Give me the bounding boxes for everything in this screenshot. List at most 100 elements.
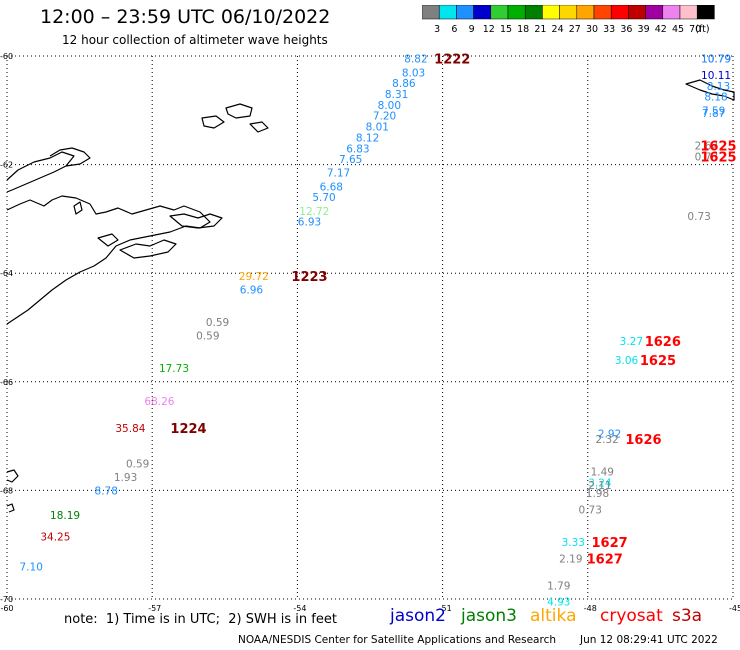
lat-tick-label: -66	[0, 378, 13, 387]
wave-height-label: 0.59	[206, 317, 229, 329]
legend-jason3: jason3	[461, 606, 517, 626]
coastline	[249, 121, 269, 133]
wave-height-label: 10.11	[701, 70, 731, 82]
wave-height-label: 34.25	[40, 532, 70, 544]
lon-tick-label: -45	[729, 604, 740, 613]
legend-tick-label: 39	[638, 24, 650, 35]
map-subtitle: 12 hour collection of altimeter wave hei…	[62, 33, 328, 47]
lon-tick-label: -57	[148, 604, 161, 613]
wave-height-label: 6.93	[298, 217, 321, 229]
lat-tick-label: -68	[0, 486, 13, 495]
wave-height-label: 8.01	[366, 122, 389, 134]
coastline	[6, 469, 19, 483]
pass-time-label: 1224	[170, 422, 206, 437]
legend-tick-label: 9	[469, 24, 475, 35]
wave-height-label: 0.73	[579, 504, 602, 516]
wave-height-label: 10.79	[701, 54, 731, 66]
legend-tick-label: 36	[620, 24, 632, 35]
wave-height-label: 5.70	[312, 192, 335, 204]
legend-tick-label: 18	[517, 24, 529, 35]
legend-cryosat: cryosat	[600, 606, 663, 626]
lat-tick-label: -70	[0, 595, 13, 604]
coastline	[119, 239, 177, 259]
wave-height-label: 1.93	[114, 472, 137, 484]
pass-time-label: 1625	[700, 140, 736, 155]
legend-tick-label: 6	[451, 24, 457, 35]
wave-height-label: 10.79	[701, 54, 731, 66]
legend-tick-label: 27	[569, 24, 581, 35]
lat-tick-label: -62	[0, 161, 13, 170]
wave-height-label: 2.32	[595, 434, 618, 446]
legend-swatch	[696, 5, 715, 20]
wave-height-label: 3.27	[620, 336, 643, 348]
wave-height-label: 7.87	[702, 108, 725, 120]
lat-tick-label: -60	[0, 52, 13, 61]
wave-height-label: 6.96	[240, 284, 264, 296]
credit-text: NOAA/NESDIS Center for Satellite Applica…	[238, 634, 556, 646]
wave-height-label: 12.72	[299, 206, 329, 218]
lon-tick-label: -60	[0, 604, 13, 613]
wave-height-label: 3.24	[588, 477, 612, 489]
wave-height-label: 1.79	[547, 580, 570, 592]
lat-tick-label: -64	[0, 269, 13, 278]
wave-height-label: 35.84	[115, 423, 145, 435]
wave-height-label: 8.13	[707, 81, 730, 93]
legend-unit: (ft)	[695, 24, 709, 35]
footer-note: note: 1) Time is in UTC; 2) SWH is in fe…	[64, 612, 337, 627]
wave-height-label: 1.49	[591, 466, 614, 478]
pass-time-label: 1625	[700, 150, 736, 165]
generation-timestamp: Jun 12 08:29:41 UTC 2022	[580, 634, 718, 646]
coastline	[6, 503, 15, 513]
wave-height-label: 2.11	[588, 480, 611, 492]
legend-tick-label: 30	[586, 24, 598, 35]
wave-height-label: 8.78	[95, 485, 118, 497]
legend-tick-label: 15	[500, 24, 512, 35]
pass-time-label: 1627	[591, 536, 627, 551]
coastline	[49, 147, 91, 167]
lon-tick-label: -54	[293, 604, 306, 613]
legend-tick-label: 21	[534, 24, 546, 35]
wave-height-label: 2.19	[559, 553, 582, 565]
legend-s3a: s3a	[672, 606, 703, 626]
wave-height-label: 8.82	[404, 54, 427, 66]
wave-height-label: 2.62	[695, 141, 718, 153]
wave-height-label: 1.98	[586, 488, 609, 500]
wave-height-label: 8.18	[704, 92, 727, 104]
wave-height-label: 29.72	[239, 271, 269, 283]
legend-tick-label: 70	[689, 24, 701, 35]
legend-jason2: jason2	[390, 606, 446, 626]
wave-height-label: 2.92	[598, 428, 621, 440]
wave-height-label: 6.68	[320, 181, 343, 193]
coastline	[6, 195, 211, 325]
pass-time-label: 1627	[587, 552, 623, 567]
coastline	[169, 213, 223, 229]
wave-height-label: 17.73	[159, 363, 189, 375]
wave-height-label: 0.59	[126, 458, 149, 470]
wave-height-label: 7.10	[20, 561, 43, 573]
wave-height-label: 7.20	[373, 111, 396, 123]
coastline	[73, 201, 83, 215]
wave-height-label: 3.33	[562, 537, 585, 549]
wave-height-label: 8.03	[402, 67, 425, 79]
legend-tick-label: 45	[672, 24, 684, 35]
legend-tick-label: 24	[552, 24, 564, 35]
lon-tick-label: -48	[584, 604, 597, 613]
legend-tick-label: 33	[603, 24, 615, 35]
map-title: 12:00 – 23:59 UTC 06/10/2022	[40, 6, 331, 28]
pass-time-label: 1223	[291, 270, 327, 285]
legend-tick-label: 3	[434, 24, 440, 35]
wave-height-label: 8.86	[392, 78, 416, 90]
lon-tick-label: -51	[439, 604, 452, 613]
coastline	[97, 233, 119, 247]
coastline	[685, 79, 735, 101]
coastline	[225, 103, 253, 119]
wave-height-label: 4.93	[547, 597, 570, 609]
wave-height-label: 68.26	[144, 396, 174, 408]
pass-time-label: 1626	[625, 433, 661, 448]
wave-height-label: 18.19	[50, 510, 80, 522]
coastline	[201, 115, 225, 129]
wave-height-label: 8.00	[378, 100, 401, 112]
pass-time-label: 1222	[434, 53, 470, 68]
color-legend: 3 6 9 12 15 18 21 24 27 30 33 36 39 42 45 70(ft)	[422, 5, 715, 35]
